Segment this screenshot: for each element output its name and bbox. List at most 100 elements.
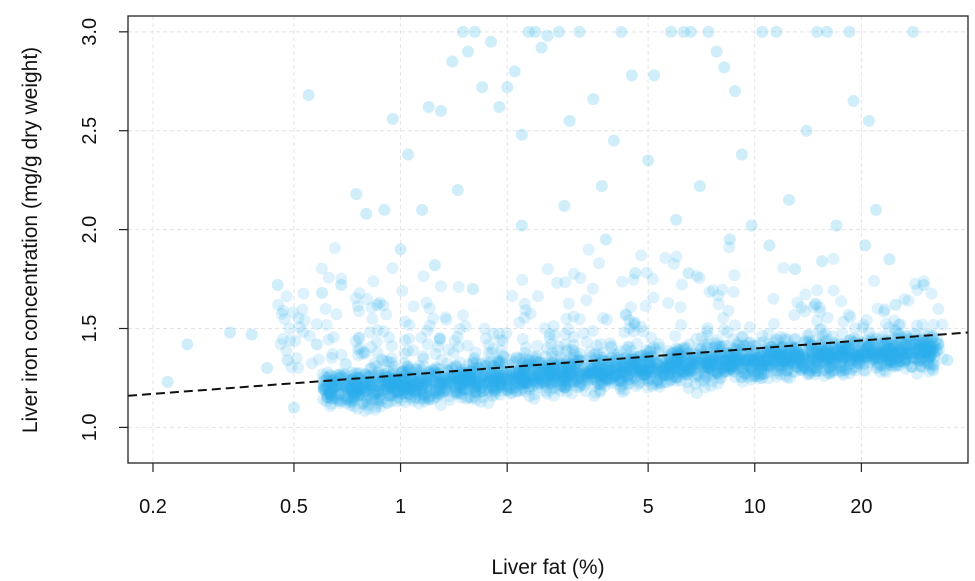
data-point [815, 345, 828, 358]
data-point [530, 350, 543, 363]
data-point [537, 363, 550, 376]
data-point [441, 357, 454, 370]
data-point [907, 344, 920, 357]
data-point [754, 361, 767, 374]
data-point [805, 345, 818, 358]
data-point [411, 379, 424, 392]
data-point [760, 352, 773, 365]
data-point [341, 393, 354, 406]
data-point [508, 376, 521, 389]
data-point [665, 366, 678, 379]
data-point [387, 382, 400, 395]
data-point [349, 388, 362, 401]
data-point [837, 345, 850, 358]
data-point [888, 347, 901, 360]
data-point [812, 357, 825, 370]
data-point [410, 386, 423, 399]
data-point [762, 351, 775, 364]
data-point [808, 362, 821, 375]
data-point [515, 128, 528, 141]
data-point [417, 393, 430, 406]
data-point [648, 69, 661, 82]
data-point [405, 381, 418, 394]
data-point [399, 368, 412, 381]
data-point [446, 377, 459, 390]
data-point [725, 348, 738, 361]
data-point [460, 376, 473, 389]
data-point [836, 345, 849, 358]
data-point [421, 324, 434, 337]
data-point [540, 373, 553, 386]
data-point [446, 55, 459, 68]
data-point [684, 356, 697, 369]
data-point [883, 348, 896, 361]
data-point [786, 366, 799, 379]
data-point [429, 376, 442, 389]
data-point [505, 365, 518, 378]
data-point [637, 349, 650, 362]
data-point [457, 382, 470, 395]
data-point [728, 350, 741, 363]
data-point [755, 357, 768, 370]
data-point [885, 347, 898, 360]
data-point [566, 375, 579, 388]
data-point [363, 379, 376, 392]
data-point [515, 219, 528, 232]
data-point [756, 359, 769, 372]
data-point [820, 356, 833, 369]
data-point [668, 346, 681, 359]
data-point [470, 386, 483, 399]
data-point [434, 371, 447, 384]
data-point [518, 372, 531, 385]
data-point [649, 362, 662, 375]
data-point [417, 270, 430, 283]
data-point [353, 331, 366, 344]
data-point [340, 392, 353, 405]
data-point [573, 25, 586, 38]
data-point [602, 372, 615, 385]
data-point [563, 114, 576, 127]
data-point [391, 376, 404, 389]
data-point [675, 359, 688, 372]
data-point [581, 375, 594, 388]
data-point [674, 363, 687, 376]
data-point [599, 233, 612, 246]
data-point [484, 371, 497, 384]
data-point [449, 371, 462, 384]
data-point [754, 355, 767, 368]
data-point [593, 369, 606, 382]
data-point [872, 344, 885, 357]
data-point [789, 263, 802, 276]
data-point [515, 374, 528, 387]
data-point [880, 347, 893, 360]
data-point [885, 342, 898, 355]
data-point [518, 297, 531, 310]
data-point [558, 199, 571, 212]
data-point [626, 357, 639, 370]
data-point [690, 351, 703, 364]
data-point [584, 367, 597, 380]
data-point [773, 348, 786, 361]
data-point [694, 359, 707, 372]
data-point [434, 104, 447, 117]
data-point [500, 367, 513, 380]
data-point [892, 354, 905, 367]
data-point [922, 365, 935, 378]
data-point [505, 373, 518, 386]
data-point [662, 350, 675, 363]
data-point [858, 349, 871, 362]
data-point [591, 369, 604, 382]
data-point [428, 386, 441, 399]
data-point [504, 353, 517, 366]
data-point [738, 354, 751, 367]
data-point [767, 352, 780, 365]
data-point [658, 364, 671, 377]
data-point [601, 367, 614, 380]
data-point [874, 358, 887, 371]
data-point [583, 365, 596, 378]
data-point [559, 276, 572, 289]
data-point [580, 373, 593, 386]
data-point [606, 351, 619, 364]
data-point [601, 359, 614, 372]
data-point [642, 355, 655, 368]
